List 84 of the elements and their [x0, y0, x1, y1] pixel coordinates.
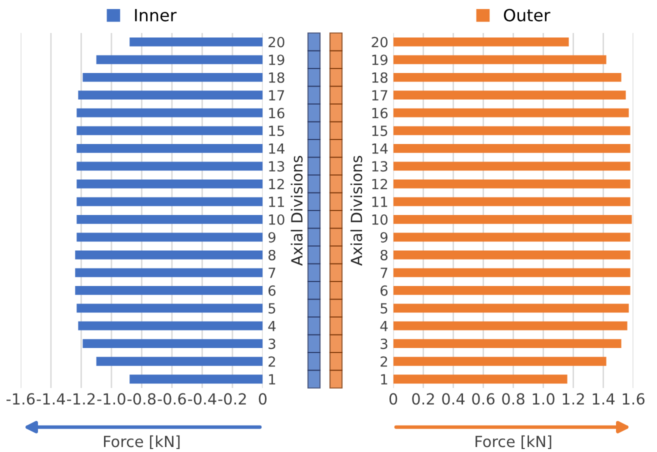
bar: [393, 72, 622, 82]
x-tick-label: -0.8: [128, 393, 156, 405]
bar: [393, 37, 569, 46]
y-tick-label: 17: [372, 90, 388, 100]
y-tick-label: 2: [268, 356, 276, 367]
y-tick-label: 2: [380, 356, 388, 367]
y-tick-label: 12: [269, 178, 284, 190]
bar: [393, 214, 632, 224]
y-tick-label: 16: [269, 108, 284, 118]
bar: [393, 304, 629, 313]
bar: [393, 144, 630, 153]
legend-label: Outer: [504, 8, 550, 22]
y-tick-label: 7: [380, 268, 388, 278]
y-tick-label: 14: [269, 144, 284, 154]
x-tick-label: -0.6: [158, 393, 186, 405]
bar: [393, 339, 622, 348]
y-tick-label: 4: [380, 321, 388, 332]
bar: [393, 374, 568, 384]
y-tick-label: 17: [269, 90, 284, 100]
y-tick-label: 13: [269, 161, 284, 172]
y-tick-label: 9: [268, 232, 276, 243]
x-tick-label: 0.2: [412, 393, 434, 405]
y-tick-label: 20: [268, 36, 284, 48]
y-tick-label: 15: [269, 126, 284, 136]
legend-label: Inner: [135, 9, 177, 22]
y-tick-label: 13: [372, 161, 388, 172]
y-tick-label: 3: [268, 338, 276, 350]
bar: [393, 197, 630, 206]
y-tick-label: 14: [372, 144, 388, 154]
bar: [393, 356, 606, 366]
bar: [393, 55, 606, 64]
y-tick-label: 11: [269, 196, 284, 207]
bar: [393, 250, 630, 260]
y-tick-label: 3: [380, 338, 388, 350]
bar: [393, 286, 630, 295]
y-tick-label: 8: [380, 250, 388, 260]
x-tick-label: 0: [258, 393, 267, 405]
x-tick-label: 1.4: [592, 393, 615, 404]
bar: [393, 108, 629, 118]
y-tick-label: 11: [372, 196, 388, 207]
y-axis-title: Axial Divisions: [290, 156, 303, 266]
x-tick-label: 0.4: [442, 393, 465, 405]
y-tick-label: 10: [269, 214, 284, 225]
y-tick-label: 4: [268, 321, 276, 332]
y-tick-label: 12: [372, 178, 388, 190]
y-tick-label: 5: [268, 303, 276, 314]
y-tick-label: 1: [381, 374, 388, 384]
x-tick-label: -1.2: [67, 393, 95, 404]
x-tick-label: -1.4: [36, 393, 65, 404]
x-tick-label: 1.0: [532, 393, 554, 405]
x-tick-label: 1.6: [622, 393, 644, 405]
bar: [393, 126, 630, 136]
y-axis-title: Axial Divisions: [350, 156, 362, 266]
bar: [393, 179, 630, 188]
x-tick-label: 0.6: [472, 393, 494, 405]
y-tick-label: 18: [269, 72, 284, 83]
y-tick-label: 20: [372, 36, 388, 48]
bar: [393, 321, 628, 330]
y-tick-label: 7: [268, 268, 276, 278]
x-axis-title: Force [kN]: [104, 435, 180, 450]
y-tick-label: 1: [269, 374, 276, 384]
y-tick-label: 10: [372, 214, 388, 225]
y-tick-label: 6: [380, 285, 388, 296]
y-tick-label: 19: [372, 54, 388, 66]
y-tick-label: 18: [372, 72, 388, 83]
y-tick-label: 15: [372, 126, 388, 136]
y-tick-label: 16: [372, 108, 388, 118]
y-tick-label: 5: [380, 303, 388, 314]
y-tick-label: 6: [268, 285, 276, 296]
bar: [393, 268, 630, 278]
bar: [393, 232, 630, 242]
x-tick-label: 0.8: [502, 393, 524, 405]
bar: [393, 162, 630, 171]
y-tick-label: 19: [269, 54, 284, 66]
x-tick-label: 0: [389, 393, 398, 405]
x-tick-label: -1.6: [6, 393, 35, 405]
x-tick-label: -0.4: [188, 393, 216, 405]
x-tick-label: 1.2: [562, 393, 584, 404]
x-tick-label: -1.0: [97, 393, 126, 405]
x-tick-label: -0.2: [218, 393, 246, 405]
x-axis-title: Force [kN]: [476, 435, 552, 450]
bar: [393, 90, 626, 100]
y-tick-label: 8: [268, 250, 276, 260]
y-tick-label: 9: [380, 232, 388, 243]
